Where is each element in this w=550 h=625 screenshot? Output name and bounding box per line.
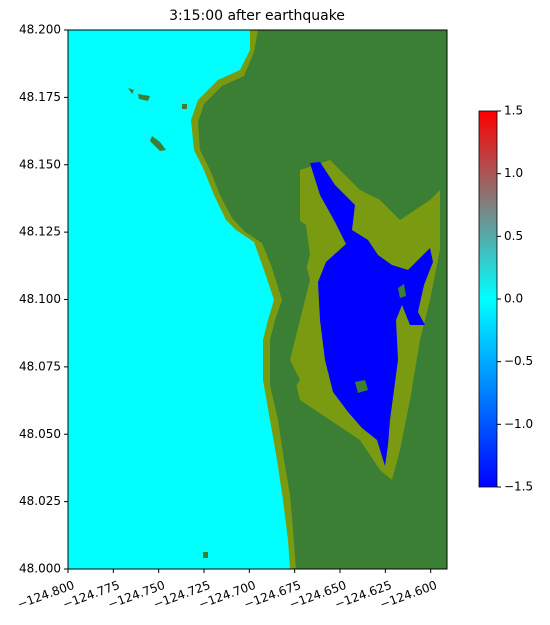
y-tick-label: 48.025 [19,494,61,508]
map [68,30,447,569]
island [128,88,134,94]
island [203,552,208,558]
y-tick-label: 48.125 [19,225,61,239]
colorbar-tick-label: 1.5 [504,104,523,118]
flooded-area [310,162,433,466]
y-tick-label: 48.200 [19,23,61,37]
colorbar-tick-label: 0.5 [504,229,523,243]
chart-title: 3:15:00 after earthquake [169,8,345,24]
y-tick-label: 48.050 [19,427,61,441]
colorbar [478,110,498,488]
colorbar-tick-label: −1.5 [504,480,533,494]
y-tick-label: 48.100 [19,292,61,306]
y-tick-label: 48.075 [19,359,61,373]
colorbar-tick-label: −0.5 [504,354,533,368]
island [150,136,166,151]
colorbar-tick-label: −1.0 [504,417,533,431]
island [398,284,406,298]
valley-land [278,215,310,395]
y-tick-label: 48.175 [19,90,61,104]
island [355,380,368,393]
y-tick-label: 48.000 [19,562,61,576]
colorbar-tick-label: 1.0 [504,166,523,180]
island [138,94,150,101]
y-tick-label: 48.150 [19,157,61,171]
island [182,104,187,109]
colorbar-tick-label: 0.0 [504,292,523,306]
